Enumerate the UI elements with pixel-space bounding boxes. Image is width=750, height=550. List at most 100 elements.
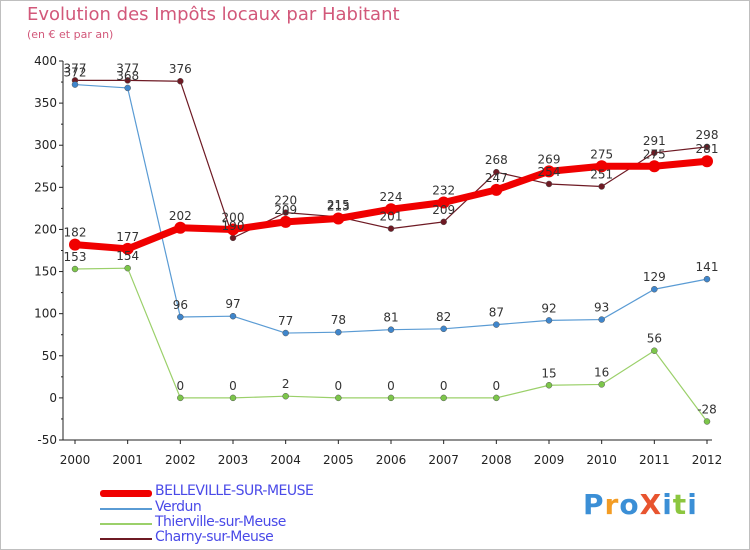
proxiti-logo: ProXiti — [583, 488, 698, 521]
data-label: 0 — [387, 379, 395, 393]
data-point — [651, 149, 658, 157]
data-point — [703, 418, 711, 425]
data-point — [229, 394, 237, 402]
data-label: 372 — [64, 66, 87, 80]
data-point — [440, 325, 447, 333]
x-tick-label: 2004 — [270, 453, 301, 467]
data-point — [703, 275, 711, 283]
data-point — [174, 221, 187, 234]
data-point — [545, 180, 553, 188]
data-label: 2 — [282, 377, 290, 391]
data-label: 202 — [169, 209, 192, 223]
logo-letter: o — [619, 488, 640, 521]
data-point — [71, 265, 79, 273]
data-point — [121, 242, 134, 255]
x-tick-label: 2002 — [165, 453, 196, 467]
x-tick-label: 2012 — [692, 453, 723, 467]
data-label: -28 — [697, 402, 717, 416]
legend-swatch — [100, 489, 152, 497]
data-label: 215 — [327, 198, 350, 212]
data-point — [437, 196, 450, 209]
data-point — [124, 264, 131, 272]
data-point — [227, 223, 239, 236]
data-point — [177, 313, 184, 321]
y-tick-label: 400 — [34, 54, 57, 68]
logo-letter: P — [583, 488, 605, 521]
data-label: 182 — [64, 226, 87, 240]
data-label: 16 — [594, 365, 609, 379]
logo-letter: i — [687, 488, 698, 521]
data-label: 81 — [383, 311, 398, 325]
data-label: 368 — [116, 69, 139, 83]
data-label: 78 — [331, 313, 346, 327]
data-label: 93 — [594, 301, 609, 315]
x-tick-label: 2009 — [534, 453, 565, 467]
data-point — [595, 160, 608, 173]
x-tick-label: 2005 — [323, 453, 354, 467]
x-tick-label: 2000 — [60, 453, 91, 467]
data-label: 254 — [538, 165, 561, 179]
data-point — [493, 168, 500, 176]
data-label: 177 — [116, 230, 139, 244]
data-point — [651, 285, 658, 293]
data-point — [335, 394, 342, 402]
data-label: 220 — [274, 194, 297, 208]
data-point — [703, 143, 711, 151]
x-tick-label: 2003 — [218, 453, 249, 467]
legend-swatch — [100, 538, 152, 540]
logo-letter: X — [639, 488, 663, 521]
x-tick-label: 2006 — [376, 453, 407, 467]
y-tick-label: 100 — [34, 307, 57, 321]
data-point — [279, 215, 292, 228]
data-label: 200 — [222, 210, 245, 224]
data-point — [335, 328, 342, 336]
data-label: 377 — [64, 61, 87, 75]
data-label: 298 — [696, 128, 719, 142]
data-point — [440, 218, 447, 226]
data-label: 232 — [432, 183, 455, 197]
legend-label: Charny-sur-Meuse — [155, 529, 274, 545]
data-point — [543, 165, 555, 178]
legend-label: BELLEVILLE-SUR-MEUSE — [155, 483, 314, 499]
y-tick-label: 350 — [34, 96, 57, 110]
data-label: 213 — [327, 199, 350, 213]
data-label: 291 — [643, 134, 666, 148]
data-label: 275 — [643, 147, 666, 161]
data-point — [490, 183, 503, 196]
data-point — [440, 394, 447, 402]
data-point — [387, 394, 395, 402]
y-tick-label: 150 — [34, 265, 57, 279]
data-point — [651, 347, 658, 354]
data-label: 209 — [274, 203, 297, 217]
data-label: 201 — [380, 210, 403, 224]
data-label: 87 — [489, 306, 504, 320]
data-point — [124, 84, 131, 92]
data-label: 97 — [225, 297, 240, 311]
y-tick-label: 250 — [34, 180, 57, 194]
data-point — [385, 203, 397, 216]
data-point — [387, 326, 395, 333]
data-label: 0 — [335, 379, 343, 393]
data-point — [124, 77, 131, 84]
data-label: 247 — [485, 171, 508, 185]
data-label: 376 — [169, 62, 192, 76]
data-point — [229, 312, 237, 320]
data-label: 129 — [643, 270, 666, 284]
legend-label: Verdun — [155, 499, 202, 515]
data-label: 275 — [590, 147, 613, 161]
data-label: 153 — [64, 250, 87, 264]
data-label: 269 — [538, 152, 561, 166]
data-label: 268 — [485, 153, 508, 167]
data-label: 15 — [541, 366, 556, 380]
data-label: 251 — [590, 167, 613, 181]
x-tick-label: 2007 — [428, 453, 459, 467]
data-label: 56 — [647, 332, 662, 346]
data-point — [598, 381, 605, 388]
legend-swatch — [100, 523, 152, 525]
data-label: 0 — [177, 379, 185, 393]
data-point — [545, 317, 553, 324]
x-tick-label: 2008 — [481, 453, 512, 467]
legend-swatch — [100, 508, 152, 510]
data-label: 0 — [440, 379, 448, 393]
